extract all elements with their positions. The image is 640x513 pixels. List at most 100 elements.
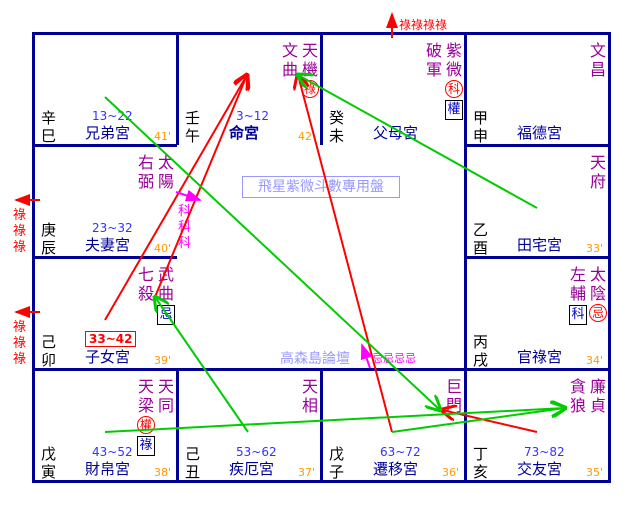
- palace-name: 父母宮: [373, 124, 419, 142]
- left-lu-annotation-lower: 祿祿祿: [13, 320, 27, 367]
- top-lu-annotation: 祿祿祿祿: [399, 18, 448, 32]
- ji-arrow: [104, 408, 565, 433]
- stem-branch: 庚辰: [41, 221, 57, 257]
- star-name: 天同: [158, 377, 175, 415]
- stem-branch: 辛巳: [41, 109, 57, 145]
- palace-cell[interactable]: 丁亥 交友宮 73~82 35' 廉貞 貪狼: [467, 371, 611, 483]
- grid-line: [176, 368, 179, 481]
- palace-cell[interactable]: 庚辰 夫妻宮 23~32 40' 太陽 右弼: [35, 147, 179, 259]
- palace-name: 遷移宮: [373, 460, 419, 478]
- age-marker: 33': [585, 242, 603, 255]
- palace-name: 交友宮: [517, 460, 563, 478]
- transform-circle-badge: 科: [445, 80, 463, 98]
- star-貪狼[interactable]: 貪狼: [569, 377, 587, 415]
- star-天梁[interactable]: 天梁權祿: [137, 377, 155, 456]
- star-廉貞[interactable]: 廉貞: [589, 377, 607, 415]
- palace-cell[interactable]: 癸未 父母宮 紫微科權破軍: [323, 35, 467, 147]
- chart-title: 飛星紫微斗數專用盤: [242, 176, 400, 198]
- transform-circle-badge: 忌: [589, 304, 607, 322]
- left-lu-annotation-upper: 祿祿祿: [13, 208, 27, 255]
- age-range: 43~52: [92, 445, 133, 459]
- star-name: 天府: [590, 153, 607, 191]
- age-marker: 39': [153, 354, 171, 367]
- age-marker: 37': [297, 466, 315, 479]
- grid-line: [32, 256, 177, 259]
- transform-circle-badge: 權: [137, 416, 155, 434]
- palace-cell[interactable]: 丙戌 官祿宮 34' 太陰忌左輔科: [467, 259, 611, 371]
- age-range: 63~72: [380, 445, 421, 459]
- age-range: 33~42: [85, 331, 137, 347]
- forum-label: 高森島論壇: [280, 351, 350, 367]
- ji-arrow: [104, 96, 440, 410]
- stem-branch: 戊子: [329, 445, 345, 481]
- age-marker: 41': [153, 130, 171, 143]
- palace-cell[interactable]: 己丑 疾厄宮 53~62 37' 天相: [179, 371, 323, 483]
- grid-line: [176, 32, 179, 145]
- star-天府[interactable]: 天府: [589, 153, 607, 191]
- ji-arrow: [155, 297, 249, 433]
- star-name: 天梁: [138, 377, 155, 415]
- star-name: 天相: [302, 377, 319, 415]
- ji-arrow: [298, 75, 538, 209]
- age-marker: 40': [153, 242, 171, 255]
- transform-box-badge: 權: [445, 100, 463, 120]
- stem-branch: 癸未: [329, 109, 345, 145]
- star-天同[interactable]: 天同: [157, 377, 175, 415]
- age-range: 23~32: [92, 221, 133, 235]
- stem-branch: 乙酉: [473, 221, 489, 257]
- transform-box-badge: 科: [569, 305, 587, 325]
- star-name: 文昌: [590, 41, 607, 79]
- grid-line: [464, 144, 609, 147]
- age-marker: 35': [585, 466, 603, 479]
- star-右弼[interactable]: 右弼: [137, 153, 155, 191]
- palace-name: 官祿宮: [517, 348, 563, 366]
- star-name: 七殺: [138, 265, 155, 303]
- grid-line: [608, 32, 611, 483]
- star-文昌[interactable]: 文昌: [589, 41, 607, 79]
- ji-arrow: [391, 408, 565, 433]
- star-name: 破軍: [426, 41, 443, 79]
- star-紫微[interactable]: 紫微科權: [445, 41, 463, 120]
- grid-line: [32, 480, 609, 483]
- star-name: 右弼: [138, 153, 155, 191]
- star-破軍[interactable]: 破軍: [425, 41, 443, 79]
- palace-name: 疾厄宮: [229, 460, 275, 478]
- age-marker: 36': [441, 466, 459, 479]
- grid-line: [320, 368, 323, 481]
- star-七殺[interactable]: 七殺: [137, 265, 155, 303]
- stem-branch: 丙戌: [473, 333, 489, 369]
- palace-cell[interactable]: 辛巳 兄弟宮 13~22 41': [35, 35, 179, 147]
- star-name: 左輔: [570, 265, 587, 303]
- age-range: 3~12: [236, 109, 269, 123]
- stem-branch: 丁亥: [473, 445, 489, 481]
- grid-line: [464, 256, 609, 259]
- palace-name: 田宅宮: [517, 236, 563, 254]
- lu-arrow: [298, 75, 393, 433]
- palace-name: 子女宮: [85, 348, 131, 366]
- star-左輔[interactable]: 左輔科: [569, 265, 587, 325]
- age-marker: 42': [297, 130, 315, 143]
- ji-annotation: 忌忌忌忌: [372, 352, 416, 365]
- stem-branch: 己卯: [41, 333, 57, 369]
- palace-cell[interactable]: 甲申 福德宮 文昌: [467, 35, 611, 147]
- age-range: 73~82: [524, 445, 565, 459]
- star-太陰[interactable]: 太陰忌: [589, 265, 607, 322]
- grid-line: [32, 32, 35, 483]
- star-name: 紫微: [446, 41, 463, 79]
- palace-name: 財帛宮: [85, 460, 131, 478]
- star-name: 貪狼: [570, 377, 587, 415]
- lu-arrow: [104, 75, 247, 321]
- palace-cell[interactable]: 戊寅 財帛宮 43~52 38' 天同 天梁權祿: [35, 371, 179, 483]
- star-name: 太陰: [590, 265, 607, 303]
- grid-line: [32, 144, 177, 147]
- palace-cell[interactable]: 乙酉 田宅宮 33' 天府: [467, 147, 611, 259]
- star-天相[interactable]: 天相: [301, 377, 319, 415]
- ke-arrow: [175, 189, 202, 202]
- age-range: 53~62: [236, 445, 277, 459]
- grid-line: [464, 32, 467, 483]
- palace-name: 福德宮: [517, 124, 563, 142]
- palace-name: 夫妻宮: [85, 236, 131, 254]
- age-marker: 38': [153, 466, 171, 479]
- stem-branch: 己丑: [185, 445, 201, 481]
